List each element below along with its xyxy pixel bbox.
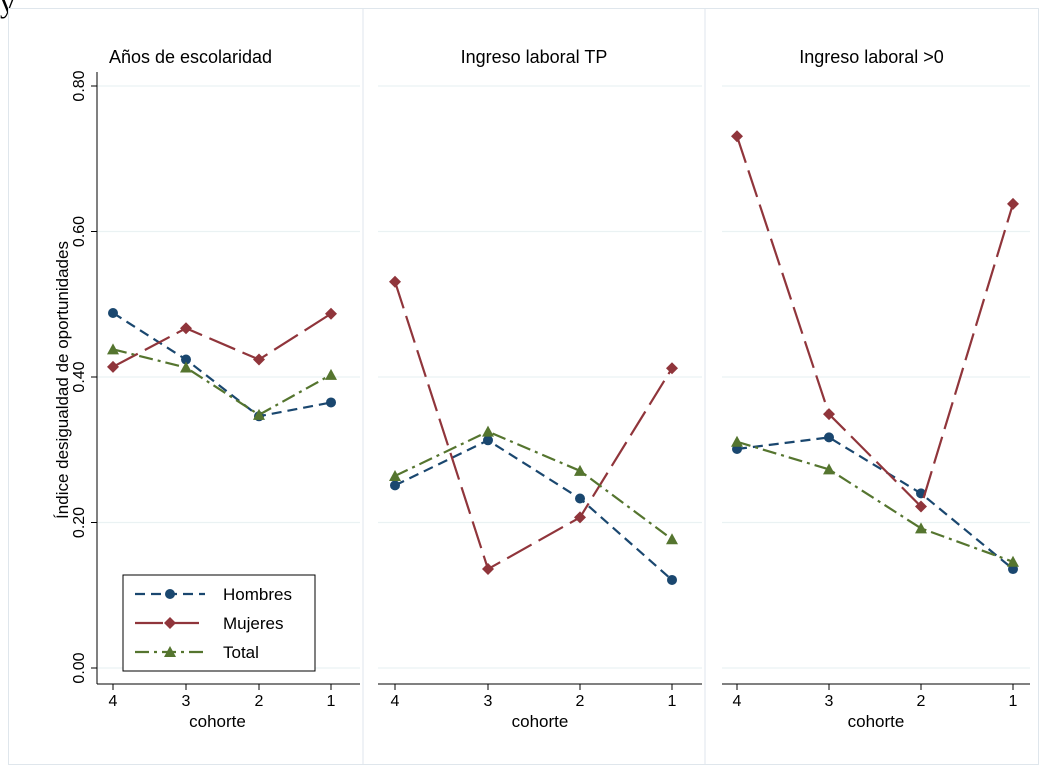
data-point	[666, 362, 678, 375]
series-line	[736, 440, 1014, 563]
x-axis-label: cohorte	[189, 712, 246, 731]
series-total	[389, 425, 678, 545]
data-point	[731, 130, 743, 143]
data-point	[482, 563, 494, 576]
data-point	[915, 522, 927, 534]
panel-3: Ingreso laboral >0 4 3 2 1 cohorte	[704, 9, 1030, 764]
data-point	[325, 307, 337, 320]
series-total	[731, 435, 1019, 567]
data-point	[107, 360, 119, 373]
series-line	[394, 439, 673, 581]
panel-title: Ingreso laboral TP	[461, 47, 608, 67]
data-point	[389, 275, 401, 288]
x-tick-label: 3	[182, 693, 191, 710]
data-point	[390, 480, 400, 491]
series-mujeres	[389, 275, 678, 576]
x-tick-label: 4	[109, 693, 118, 710]
data-point	[1007, 197, 1019, 210]
series-line	[736, 436, 1014, 570]
data-point	[574, 464, 586, 476]
panel-1: Años de escolaridad 4 3 2 1 cohorte 0.00 0.20 0.…	[71, 47, 360, 731]
x-tick-label: 2	[255, 693, 264, 710]
data-point	[181, 354, 191, 365]
data-point	[108, 307, 118, 318]
data-point	[915, 500, 927, 513]
x-axis-label: cohorte	[512, 712, 569, 731]
x-axis-label: cohorte	[848, 712, 905, 731]
series-line	[393, 281, 673, 571]
legend-marker	[164, 646, 176, 657]
data-point	[823, 463, 835, 475]
data-point	[823, 408, 835, 421]
y-tick-label: 0.00	[71, 652, 88, 683]
data-point	[731, 435, 743, 447]
data-point	[667, 574, 677, 585]
legend: Hombres Mujeres Total	[122, 574, 316, 672]
series-line	[112, 312, 332, 368]
legend-marker	[165, 589, 175, 599]
series-line	[112, 312, 332, 418]
data-point	[180, 361, 192, 373]
panel-2: Ingreso laboral TP 4 3 2 1 cohorte	[362, 9, 702, 764]
y-tick-label: 0.20	[71, 507, 88, 538]
y-tick-label: 0.40	[71, 361, 88, 392]
x-tick-label: 2	[917, 693, 926, 710]
data-point	[1007, 555, 1019, 567]
data-point	[482, 425, 494, 437]
legend-label: Mujeres	[223, 614, 283, 633]
data-point	[389, 469, 401, 481]
series-hombres	[390, 435, 677, 585]
panel-title: Años de escolaridad	[109, 47, 272, 67]
data-point	[253, 353, 265, 366]
series-total	[107, 343, 337, 420]
data-point	[483, 435, 493, 446]
x-tick-label: 2	[576, 693, 585, 710]
x-tick-label: 3	[825, 693, 834, 710]
data-point	[666, 533, 678, 545]
legend-label: Hombres	[223, 585, 292, 604]
data-point	[253, 408, 265, 420]
y-tick-label: 0.60	[71, 216, 88, 247]
data-point	[325, 368, 337, 380]
data-point	[107, 343, 119, 355]
data-point	[574, 511, 586, 524]
x-tick-label: 4	[391, 693, 400, 710]
x-tick-label: 1	[668, 693, 677, 710]
series-mujeres	[731, 130, 1019, 513]
data-point	[180, 322, 192, 335]
legend-label: Total	[223, 643, 259, 662]
series-mujeres	[107, 307, 337, 373]
data-point	[575, 493, 585, 504]
data-point	[326, 397, 336, 408]
series-line	[735, 135, 1015, 509]
data-point	[824, 432, 834, 443]
x-tick-label: 1	[327, 693, 336, 710]
y-tick-label: 0.80	[71, 70, 88, 101]
x-tick-label: 3	[484, 693, 493, 710]
legend-marker	[164, 617, 176, 629]
series-line	[112, 348, 332, 417]
y-axis-label: Índice desigualdad de oportunidades	[53, 241, 72, 519]
x-tick-label: 4	[733, 693, 742, 710]
panels-layer: Años de escolaridad 4 3 2 1 cohorte 0.00 0.20 0.…	[71, 9, 1030, 764]
x-tick-label: 1	[1009, 693, 1018, 710]
panel-title: Ingreso laboral >0	[799, 47, 944, 67]
